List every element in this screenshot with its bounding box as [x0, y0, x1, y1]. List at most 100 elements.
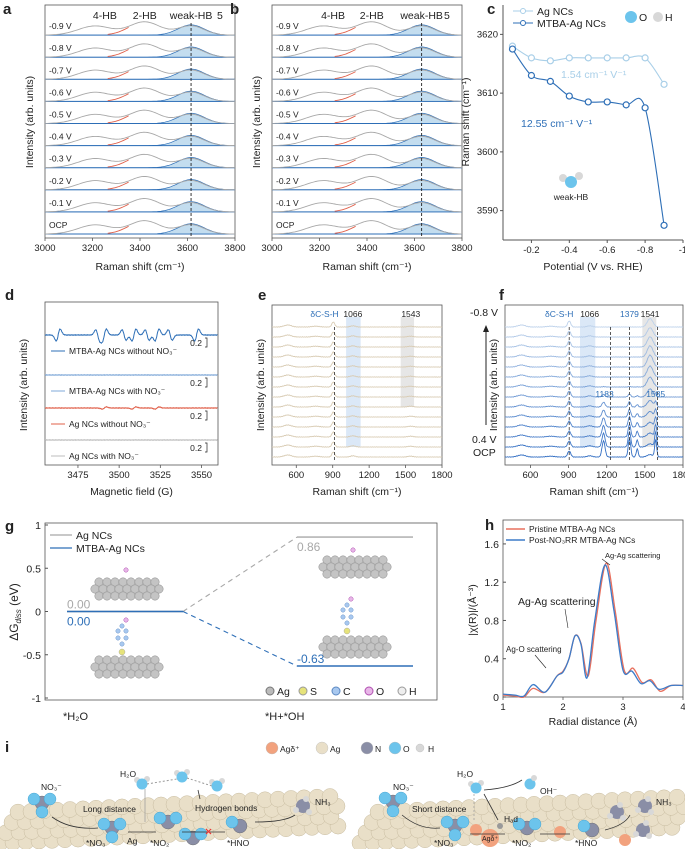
legend-atom-icon — [415, 743, 425, 753]
x-tick-label: 3000 — [261, 243, 282, 254]
data-point — [546, 57, 554, 65]
2hb-component — [334, 159, 356, 168]
weak-hb-component — [45, 223, 236, 235]
peak-label: 1585 — [646, 389, 665, 399]
arrow-head — [483, 325, 489, 332]
hydrogen-bonds-label: Hydrogen bonds — [195, 803, 257, 813]
raman-trace — [271, 321, 443, 328]
ag-atom — [338, 649, 348, 659]
y-axis-title: Intensity (arb. units) — [488, 339, 500, 431]
legend-label: Post-NO₃RR MTBA-Ag NCs — [529, 535, 635, 545]
potential-top-label: -0.8 V — [470, 307, 498, 319]
h-atom — [633, 831, 639, 837]
panel-label: e — [258, 287, 266, 304]
atom-legend-icon — [364, 686, 374, 696]
raman-trace — [504, 336, 684, 348]
s-atom — [118, 648, 126, 656]
raman-trace — [504, 430, 684, 448]
x-axis-title: Raman shift (cm⁻¹) — [323, 261, 412, 273]
legend-atom-icon — [388, 741, 402, 755]
reaction-arrow — [483, 779, 523, 791]
legend-atom-icon — [315, 741, 329, 755]
peak-label: δC-S-H — [310, 309, 338, 319]
x-tick-label: 3600 — [177, 243, 198, 254]
raman-trace — [271, 411, 443, 418]
atom-legend-label: S — [310, 686, 317, 698]
x-tick-label: 2 — [560, 702, 565, 713]
x-tick-label: 3600 — [404, 243, 425, 254]
2hb-component — [334, 93, 356, 102]
legend-label: MTBA-Ag NCs — [537, 18, 606, 30]
fitted-spectrum — [272, 21, 462, 36]
raman-trace — [272, 421, 443, 428]
ag-atom — [110, 669, 120, 679]
weak-hb-component — [45, 179, 236, 191]
oh-label: OH⁻ — [540, 786, 558, 796]
peak-annotation: Ag-Ag scattering — [605, 551, 660, 560]
trace-label: -0.3 V — [49, 154, 72, 164]
peak-label: weak-HB — [169, 10, 213, 22]
n-atom — [636, 823, 650, 837]
fitted-spectrum — [45, 87, 236, 102]
fitted-spectrum — [45, 198, 236, 213]
fitted-spectrum — [45, 109, 236, 124]
x-tick-label: -0.8 — [637, 245, 653, 256]
scale-bar: 0.2 — [190, 443, 202, 453]
trace-label: Ag NCs with NO₃⁻ — [69, 451, 139, 461]
legend-label: O — [403, 744, 410, 754]
raman-trace — [271, 361, 443, 368]
energy-value: 0.00 — [67, 615, 91, 629]
peak-label: 1066 — [580, 309, 599, 319]
legend-label: H — [428, 744, 434, 754]
ag-slab — [90, 577, 164, 601]
2hb-component — [334, 203, 356, 212]
h-atom — [648, 809, 654, 815]
raman-trace — [504, 365, 684, 378]
weak-hb-component — [271, 134, 463, 146]
no3-label: NO₃⁻ — [41, 782, 62, 792]
data-point — [660, 221, 668, 229]
x-tick-label: 3525 — [150, 470, 171, 481]
trace-label: -0.9 V — [276, 21, 299, 31]
ag-atom — [362, 649, 372, 659]
ag-atom — [330, 569, 340, 579]
no3-molecule — [378, 791, 408, 818]
h-atom — [531, 775, 537, 781]
raman-trace — [271, 391, 443, 398]
2hb-component — [107, 159, 129, 168]
c-atom — [115, 628, 121, 634]
data-point — [565, 92, 573, 100]
trace-label: -0.6 V — [49, 87, 72, 97]
ag-atom — [322, 569, 332, 579]
o-atom — [394, 791, 408, 805]
atom-legend-icon — [331, 686, 341, 696]
scale-bar-bracket — [205, 410, 208, 421]
atom-legend-icon — [298, 686, 308, 696]
adsorbed-hno — [577, 819, 600, 838]
ag-atom — [94, 669, 104, 679]
ag-atom — [142, 591, 152, 601]
o-atom — [225, 815, 239, 829]
o-atom — [456, 815, 470, 829]
x-axis-title: Radial distance (Å) — [549, 715, 638, 728]
trace-label: MTBA-Ag NCs without NO₃⁻ — [69, 346, 178, 356]
o-atom — [211, 780, 223, 792]
raman-trace — [504, 376, 684, 388]
fitted-spectrum — [45, 153, 236, 169]
no3-molecule — [27, 792, 57, 819]
ocp-label: OCP — [473, 447, 496, 459]
o-atom — [386, 804, 400, 818]
trace-label: -0.5 V — [276, 110, 299, 120]
panel-label: h — [485, 517, 494, 534]
plot-frame — [504, 304, 684, 466]
ag-atom — [102, 669, 112, 679]
category-label: *H₂O — [63, 711, 88, 723]
h-atom — [645, 796, 651, 802]
fitted-spectrum — [45, 220, 236, 235]
o-atom — [178, 827, 192, 841]
fitted-spectrum — [272, 109, 462, 124]
ag-atom — [382, 642, 392, 652]
ag-atom — [150, 655, 160, 665]
x-tick-label: 3200 — [309, 243, 330, 254]
short-distance-label: Short distance — [412, 804, 467, 814]
